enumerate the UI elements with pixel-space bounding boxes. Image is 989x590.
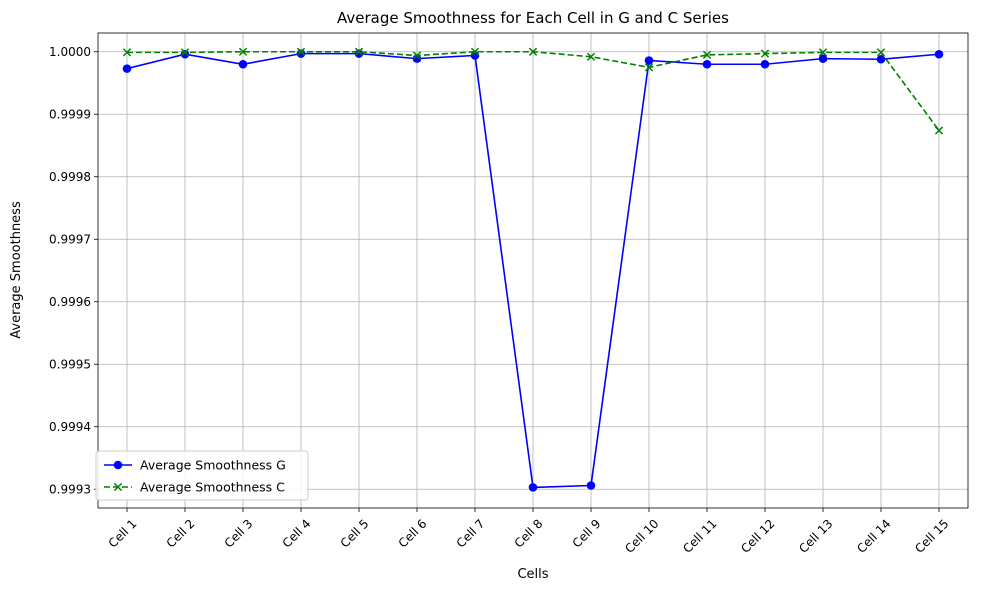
data-point [702, 59, 712, 69]
y-tick-label: 0.9996 [49, 295, 91, 309]
series-c [122, 47, 944, 135]
data-point [934, 126, 944, 135]
legend-marker [113, 482, 123, 492]
y-tick-label: 0.9994 [49, 420, 91, 434]
data-point [122, 64, 132, 73]
legend-label: Average Smoothness C [140, 480, 285, 495]
data-point [354, 49, 364, 58]
data-point [180, 48, 190, 57]
y-tick-label: 0.9999 [49, 107, 91, 121]
data-point [296, 49, 306, 58]
x-tick-label: Cell 3 [222, 517, 256, 551]
y-axis-label: Average Smoothness [9, 201, 24, 339]
x-tick-label: Cell 6 [396, 517, 430, 551]
x-tick-label: Cell 14 [854, 517, 893, 556]
data-point [818, 48, 828, 57]
x-tick-label: Cell 11 [680, 517, 719, 556]
data-point [470, 47, 480, 56]
data-point [528, 47, 538, 56]
legend-box [95, 450, 309, 501]
data-point [354, 47, 364, 56]
x-tick-label: Cell 10 [622, 517, 661, 556]
x-tick-label: Cell 1 [106, 517, 140, 551]
y-tick-label: 0.9993 [49, 482, 91, 496]
y-tick-label: 0.9995 [49, 357, 91, 371]
data-point [412, 54, 422, 63]
y-tick-label: 0.9998 [49, 170, 91, 184]
chart-title: Average Smoothness for Each Cell in G an… [337, 9, 729, 27]
data-point [760, 49, 770, 58]
x-axis-label: Cells [517, 567, 548, 582]
x-tick-label: Cell 2 [164, 517, 198, 551]
x-tick-label: Cell 5 [338, 517, 372, 551]
data-point [702, 50, 712, 60]
data-point [644, 56, 654, 65]
data-point [876, 54, 886, 64]
data-point [644, 63, 654, 72]
legend-marker [113, 460, 123, 470]
data-point [296, 47, 306, 56]
x-tick-label: Cell 8 [512, 517, 546, 551]
plot-frame [97, 32, 969, 509]
data-point [528, 483, 538, 492]
x-tick-label: Cell 7 [454, 517, 488, 551]
data-point [238, 47, 248, 56]
y-tick-label: 1.0000 [49, 45, 91, 59]
data-point [934, 49, 944, 59]
data-point [122, 48, 132, 57]
data-point [876, 48, 886, 57]
legend-label: Average Smoothness G [140, 458, 286, 473]
x-tick-label: Cell 4 [280, 517, 314, 551]
legend: Average Smoothness G Average Smoothness C [95, 450, 309, 501]
grid-lines [98, 33, 968, 508]
data-point [180, 49, 190, 59]
x-tick-label: Cell 13 [796, 517, 835, 556]
data-point [238, 59, 248, 69]
x-tick-label: Cell 9 [570, 517, 604, 551]
axes [94, 32, 969, 512]
x-tick-label: Cell 15 [912, 517, 951, 556]
series-layer [122, 47, 944, 492]
data-point [412, 51, 422, 60]
data-point [586, 52, 596, 61]
data-point [586, 481, 596, 490]
x-tick-label: Cell 12 [738, 517, 777, 556]
data-point [760, 59, 770, 69]
y-tick-label: 0.9997 [49, 232, 91, 246]
series-g [122, 49, 944, 492]
data-point [818, 54, 828, 63]
